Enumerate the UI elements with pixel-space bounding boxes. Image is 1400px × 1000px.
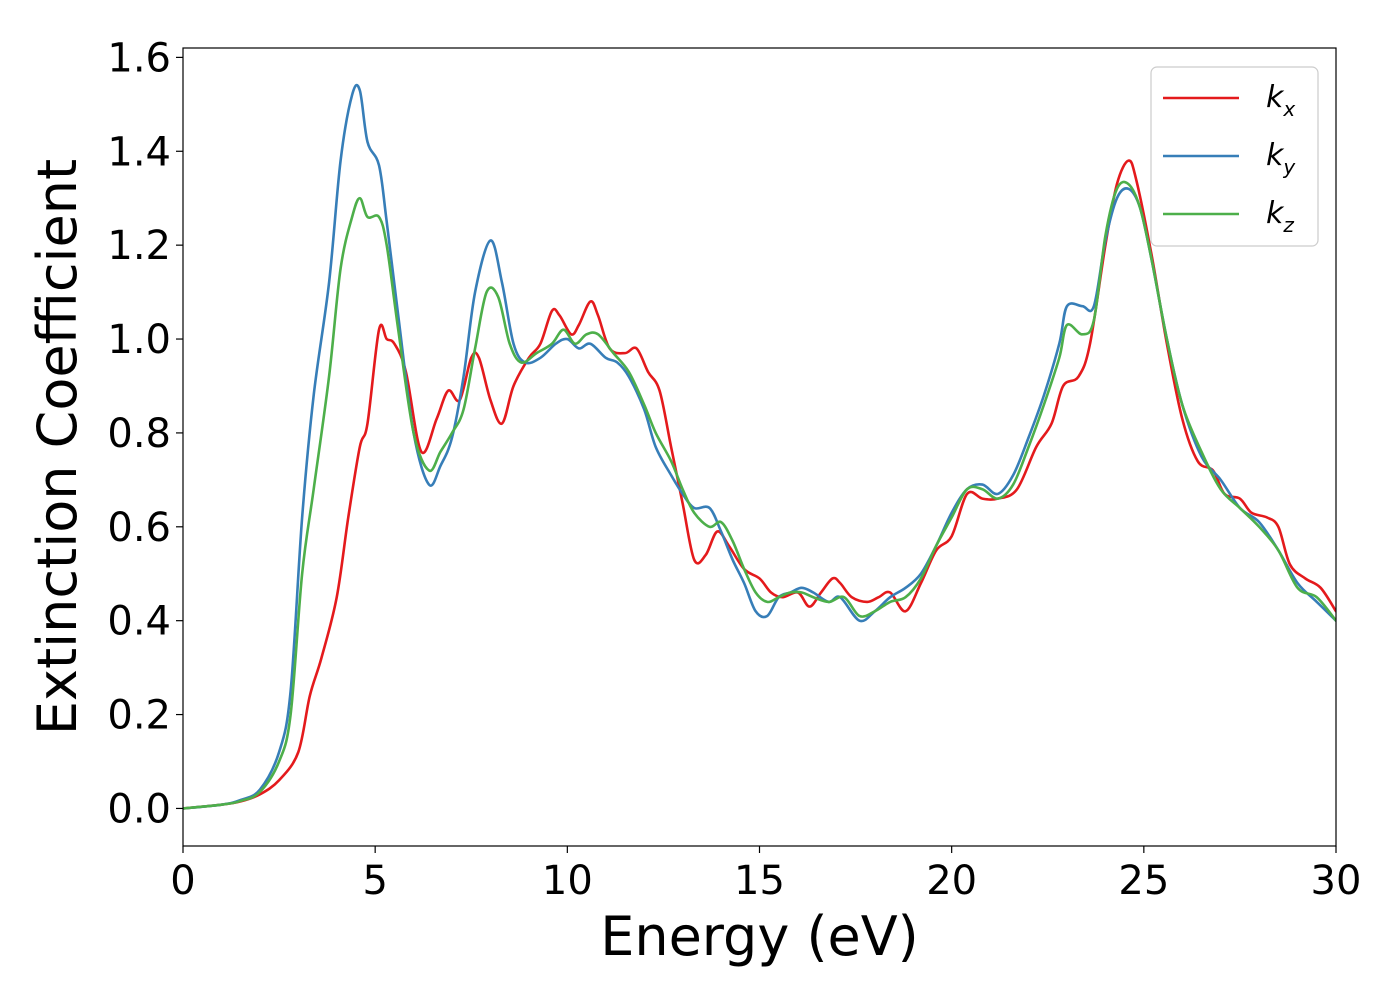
legend-label-kx: kx <box>1266 80 1295 121</box>
y-tick-label: 1.0 <box>107 317 171 363</box>
y-axis: 0.0 0.2 0.4 0.6 0.8 1.0 1.2 1.4 1.6 <box>107 35 183 832</box>
y-tick-label: 0.8 <box>107 411 171 457</box>
legend: kx ky kz <box>1150 66 1319 247</box>
y-axis-label: Extinction Coefficient <box>26 159 89 735</box>
x-axis: 0 5 10 15 20 25 30 <box>170 846 1361 904</box>
x-tick-label: 0 <box>170 858 195 904</box>
x-tick-label: 15 <box>734 858 785 904</box>
x-tick-label: 20 <box>926 858 977 904</box>
y-tick-label: 1.2 <box>107 223 171 269</box>
series-layer <box>183 83 1336 810</box>
series-line-kx <box>183 159 1336 810</box>
x-tick-label: 5 <box>362 858 387 904</box>
y-tick-label: 0.4 <box>107 599 171 645</box>
y-tick-label: 0.0 <box>107 786 171 832</box>
legend-label-kz: kz <box>1266 196 1294 237</box>
x-tick-label: 30 <box>1311 858 1362 904</box>
y-tick-label: 1.4 <box>107 129 171 175</box>
legend-label-ky: ky <box>1266 138 1296 179</box>
x-tick-label: 10 <box>542 858 593 904</box>
y-tick-label: 0.6 <box>107 505 171 551</box>
series-line-kz <box>183 180 1336 810</box>
y-tick-label: 1.6 <box>107 35 171 81</box>
x-axis-label: Energy (eV) <box>600 905 919 968</box>
x-tick-label: 25 <box>1118 858 1169 904</box>
y-tick-label: 0.2 <box>107 693 171 739</box>
